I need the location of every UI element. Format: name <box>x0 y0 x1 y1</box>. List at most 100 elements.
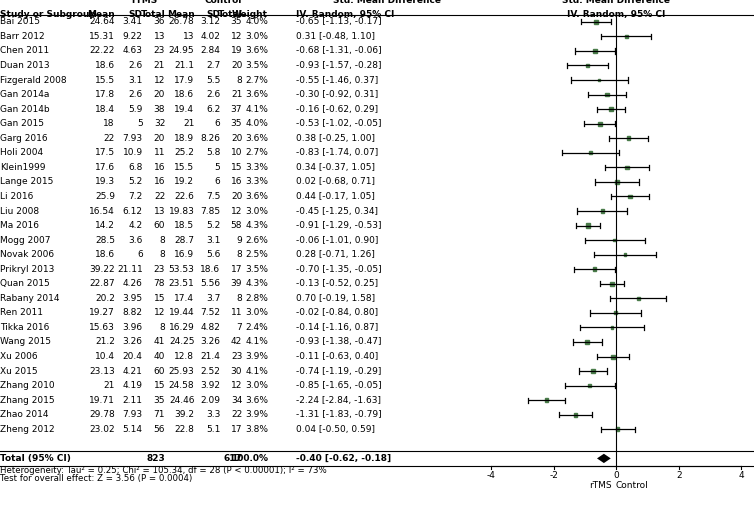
Text: 3.6%: 3.6% <box>245 396 268 405</box>
Text: 17: 17 <box>231 425 242 434</box>
FancyBboxPatch shape <box>588 384 591 387</box>
Text: 6: 6 <box>137 250 143 259</box>
Text: 21.1: 21.1 <box>174 61 195 70</box>
Text: 4.3%: 4.3% <box>245 279 268 288</box>
Text: 8: 8 <box>237 294 242 303</box>
Text: 3.8%: 3.8% <box>245 425 268 434</box>
Text: 5.2: 5.2 <box>128 177 143 186</box>
Text: 4.1%: 4.1% <box>245 338 268 347</box>
Text: 22: 22 <box>154 192 165 201</box>
Text: 28.5: 28.5 <box>95 235 115 245</box>
Text: -2.24 [-2.84, -1.63]: -2.24 [-2.84, -1.63] <box>296 396 381 405</box>
Text: -0.74 [-1.19, -0.29]: -0.74 [-1.19, -0.29] <box>296 366 382 376</box>
Text: 5.6: 5.6 <box>206 250 220 259</box>
Text: Control: Control <box>616 481 648 490</box>
Text: 25.93: 25.93 <box>169 366 195 376</box>
Text: -0.93 [-1.38, -0.47]: -0.93 [-1.38, -0.47] <box>296 338 382 347</box>
Text: 2.8%: 2.8% <box>245 294 268 303</box>
Text: -0.55 [-1.46, 0.37]: -0.55 [-1.46, 0.37] <box>296 76 379 85</box>
FancyBboxPatch shape <box>594 20 598 24</box>
Text: 4.1%: 4.1% <box>245 104 268 114</box>
FancyBboxPatch shape <box>593 49 597 53</box>
Text: Test for overall effect: Z = 3.56 (P = 0.0004): Test for overall effect: Z = 3.56 (P = 0… <box>0 473 192 482</box>
Text: Barr 2012: Barr 2012 <box>0 32 44 41</box>
Text: 28.7: 28.7 <box>174 235 195 245</box>
Text: 23: 23 <box>231 352 242 361</box>
Text: Li 2016: Li 2016 <box>0 192 33 201</box>
Text: 39.2: 39.2 <box>174 410 195 419</box>
Text: Garg 2016: Garg 2016 <box>0 134 48 143</box>
Text: 22.22: 22.22 <box>90 46 115 55</box>
Text: 823: 823 <box>146 454 165 463</box>
Text: 18.6: 18.6 <box>174 90 195 99</box>
Text: 23.13: 23.13 <box>89 366 115 376</box>
Text: 10: 10 <box>231 148 242 157</box>
Text: 4.2: 4.2 <box>128 221 143 230</box>
Text: 12: 12 <box>231 32 242 41</box>
Text: 20: 20 <box>154 134 165 143</box>
FancyBboxPatch shape <box>586 64 589 67</box>
Text: 3.6: 3.6 <box>128 235 143 245</box>
Text: Duan 2013: Duan 2013 <box>0 61 50 70</box>
Text: 0.34 [-0.37, 1.05]: 0.34 [-0.37, 1.05] <box>296 163 375 172</box>
FancyBboxPatch shape <box>598 79 600 81</box>
Text: 18: 18 <box>103 119 115 128</box>
Text: 7.5: 7.5 <box>206 192 220 201</box>
Text: -0.53 [-1.02, -0.05]: -0.53 [-1.02, -0.05] <box>296 119 382 128</box>
Text: Std. Mean Difference: Std. Mean Difference <box>333 0 441 5</box>
Text: 15: 15 <box>154 294 165 303</box>
Text: 4.0%: 4.0% <box>245 119 268 128</box>
Text: -0.70 [-1.35, -0.05]: -0.70 [-1.35, -0.05] <box>296 265 382 274</box>
Text: 5.8: 5.8 <box>206 148 220 157</box>
Text: 19: 19 <box>231 46 242 55</box>
Text: Zhang 2015: Zhang 2015 <box>0 396 54 405</box>
Text: 18.6: 18.6 <box>95 250 115 259</box>
Text: Mean: Mean <box>167 10 195 19</box>
Text: 35: 35 <box>231 119 242 128</box>
Text: 35: 35 <box>231 17 242 26</box>
Text: 39.22: 39.22 <box>89 265 115 274</box>
Text: 9.22: 9.22 <box>123 32 143 41</box>
Text: 53.53: 53.53 <box>168 265 195 274</box>
Text: 15.5: 15.5 <box>174 163 195 172</box>
Text: -2: -2 <box>550 471 558 480</box>
FancyBboxPatch shape <box>624 253 627 256</box>
Text: 0: 0 <box>614 471 619 480</box>
Text: 7.2: 7.2 <box>128 192 143 201</box>
Text: 3.5%: 3.5% <box>245 61 268 70</box>
Text: Zheng 2012: Zheng 2012 <box>0 425 54 434</box>
FancyBboxPatch shape <box>574 413 578 417</box>
Text: Mean: Mean <box>87 10 115 19</box>
Text: 7: 7 <box>237 323 242 332</box>
Text: Zhang 2010: Zhang 2010 <box>0 381 54 390</box>
Text: Bai 2015: Bai 2015 <box>0 17 40 26</box>
Text: 35: 35 <box>154 396 165 405</box>
FancyBboxPatch shape <box>585 340 590 344</box>
Text: 2.6: 2.6 <box>206 90 220 99</box>
Text: -0.93 [-1.57, -0.28]: -0.93 [-1.57, -0.28] <box>296 61 382 70</box>
Text: 3.12: 3.12 <box>201 17 220 26</box>
Text: Study or Subgroup: Study or Subgroup <box>0 10 96 19</box>
Text: Lange 2015: Lange 2015 <box>0 177 54 186</box>
Text: 5.1: 5.1 <box>206 425 220 434</box>
Text: 20.4: 20.4 <box>123 352 143 361</box>
Text: 3.6%: 3.6% <box>245 192 268 201</box>
Text: 8.26: 8.26 <box>201 134 220 143</box>
Text: 4.19: 4.19 <box>123 381 143 390</box>
Text: 12: 12 <box>154 309 165 317</box>
Text: Fizgerald 2008: Fizgerald 2008 <box>0 76 66 85</box>
Text: 12: 12 <box>231 207 242 216</box>
Text: SD: SD <box>129 10 143 19</box>
FancyBboxPatch shape <box>616 428 620 431</box>
Text: 17: 17 <box>231 265 242 274</box>
Text: 3.26: 3.26 <box>201 338 220 347</box>
Text: 2.84: 2.84 <box>201 46 220 55</box>
Text: 26.78: 26.78 <box>169 17 195 26</box>
FancyBboxPatch shape <box>615 180 618 184</box>
Text: 15.63: 15.63 <box>89 323 115 332</box>
FancyBboxPatch shape <box>601 209 604 212</box>
Text: -0.85 [-1.65, -0.05]: -0.85 [-1.65, -0.05] <box>296 381 382 390</box>
Text: 19.44: 19.44 <box>169 309 195 317</box>
Text: 23.02: 23.02 <box>89 425 115 434</box>
Text: 7.93: 7.93 <box>123 134 143 143</box>
